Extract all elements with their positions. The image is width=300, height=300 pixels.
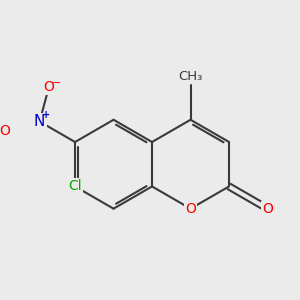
Text: O: O [44,80,54,94]
Text: O: O [0,124,10,138]
Text: CH₃: CH₃ [178,70,203,83]
Text: Cl: Cl [68,179,82,194]
Text: O: O [185,202,196,216]
Text: +: + [42,110,50,120]
Text: O: O [262,202,273,216]
Text: N: N [34,114,45,129]
Text: −: − [51,77,61,88]
